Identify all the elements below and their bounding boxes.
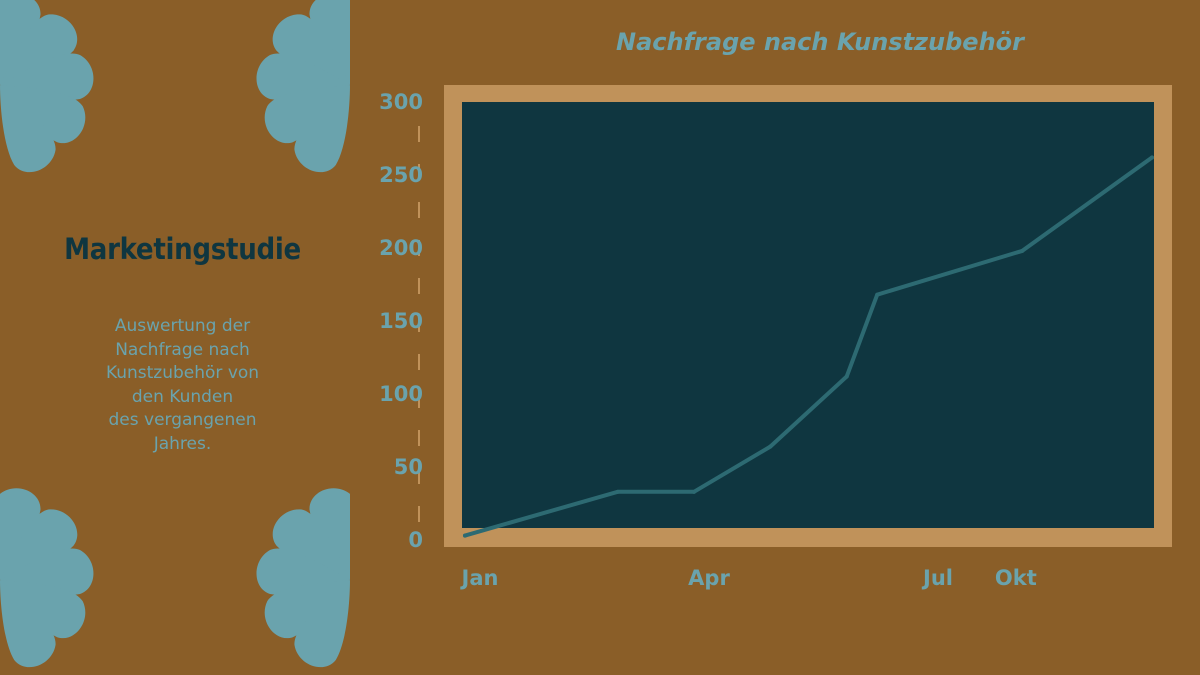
x-tick-label: Okt (995, 566, 1037, 590)
data-point (615, 489, 620, 494)
y-tick-label: 200 (379, 236, 423, 260)
data-point (1020, 248, 1025, 253)
data-point (463, 533, 467, 538)
chart-title: Nachfrage nach Kunstzubehör (616, 28, 1024, 56)
data-point (768, 444, 773, 449)
sidebar-description: Auswertung der Nachfrage nach Kunstzubeh… (105, 316, 260, 454)
data-point (875, 292, 880, 297)
y-tick-label: 150 (379, 309, 423, 333)
y-tick-label: 300 (379, 90, 423, 114)
y-tick-label: 100 (379, 382, 423, 406)
sidebar-title: Marketingstudie (64, 232, 301, 266)
data-point (692, 489, 696, 494)
y-tick-label: 50 (394, 455, 423, 479)
data-point (844, 374, 849, 379)
x-tick-label: Apr (688, 566, 730, 590)
plot-area (462, 102, 1154, 528)
data-points (463, 155, 1154, 538)
series-line (463, 155, 1154, 538)
y-tick-labels: 0 50 100 150 200 250 300 (379, 90, 423, 552)
x-tick-label: Jan (460, 566, 499, 590)
x-tick-label: Jul (921, 566, 953, 590)
x-tick-labels: Jan Apr Jul Okt (460, 566, 1037, 590)
y-tick-label: 250 (379, 163, 423, 187)
sidebar: Marketingstudie Auswertung der Nachfrage… (0, 0, 350, 675)
y-tick-label: 0 (408, 528, 423, 552)
data-point (1150, 155, 1154, 160)
